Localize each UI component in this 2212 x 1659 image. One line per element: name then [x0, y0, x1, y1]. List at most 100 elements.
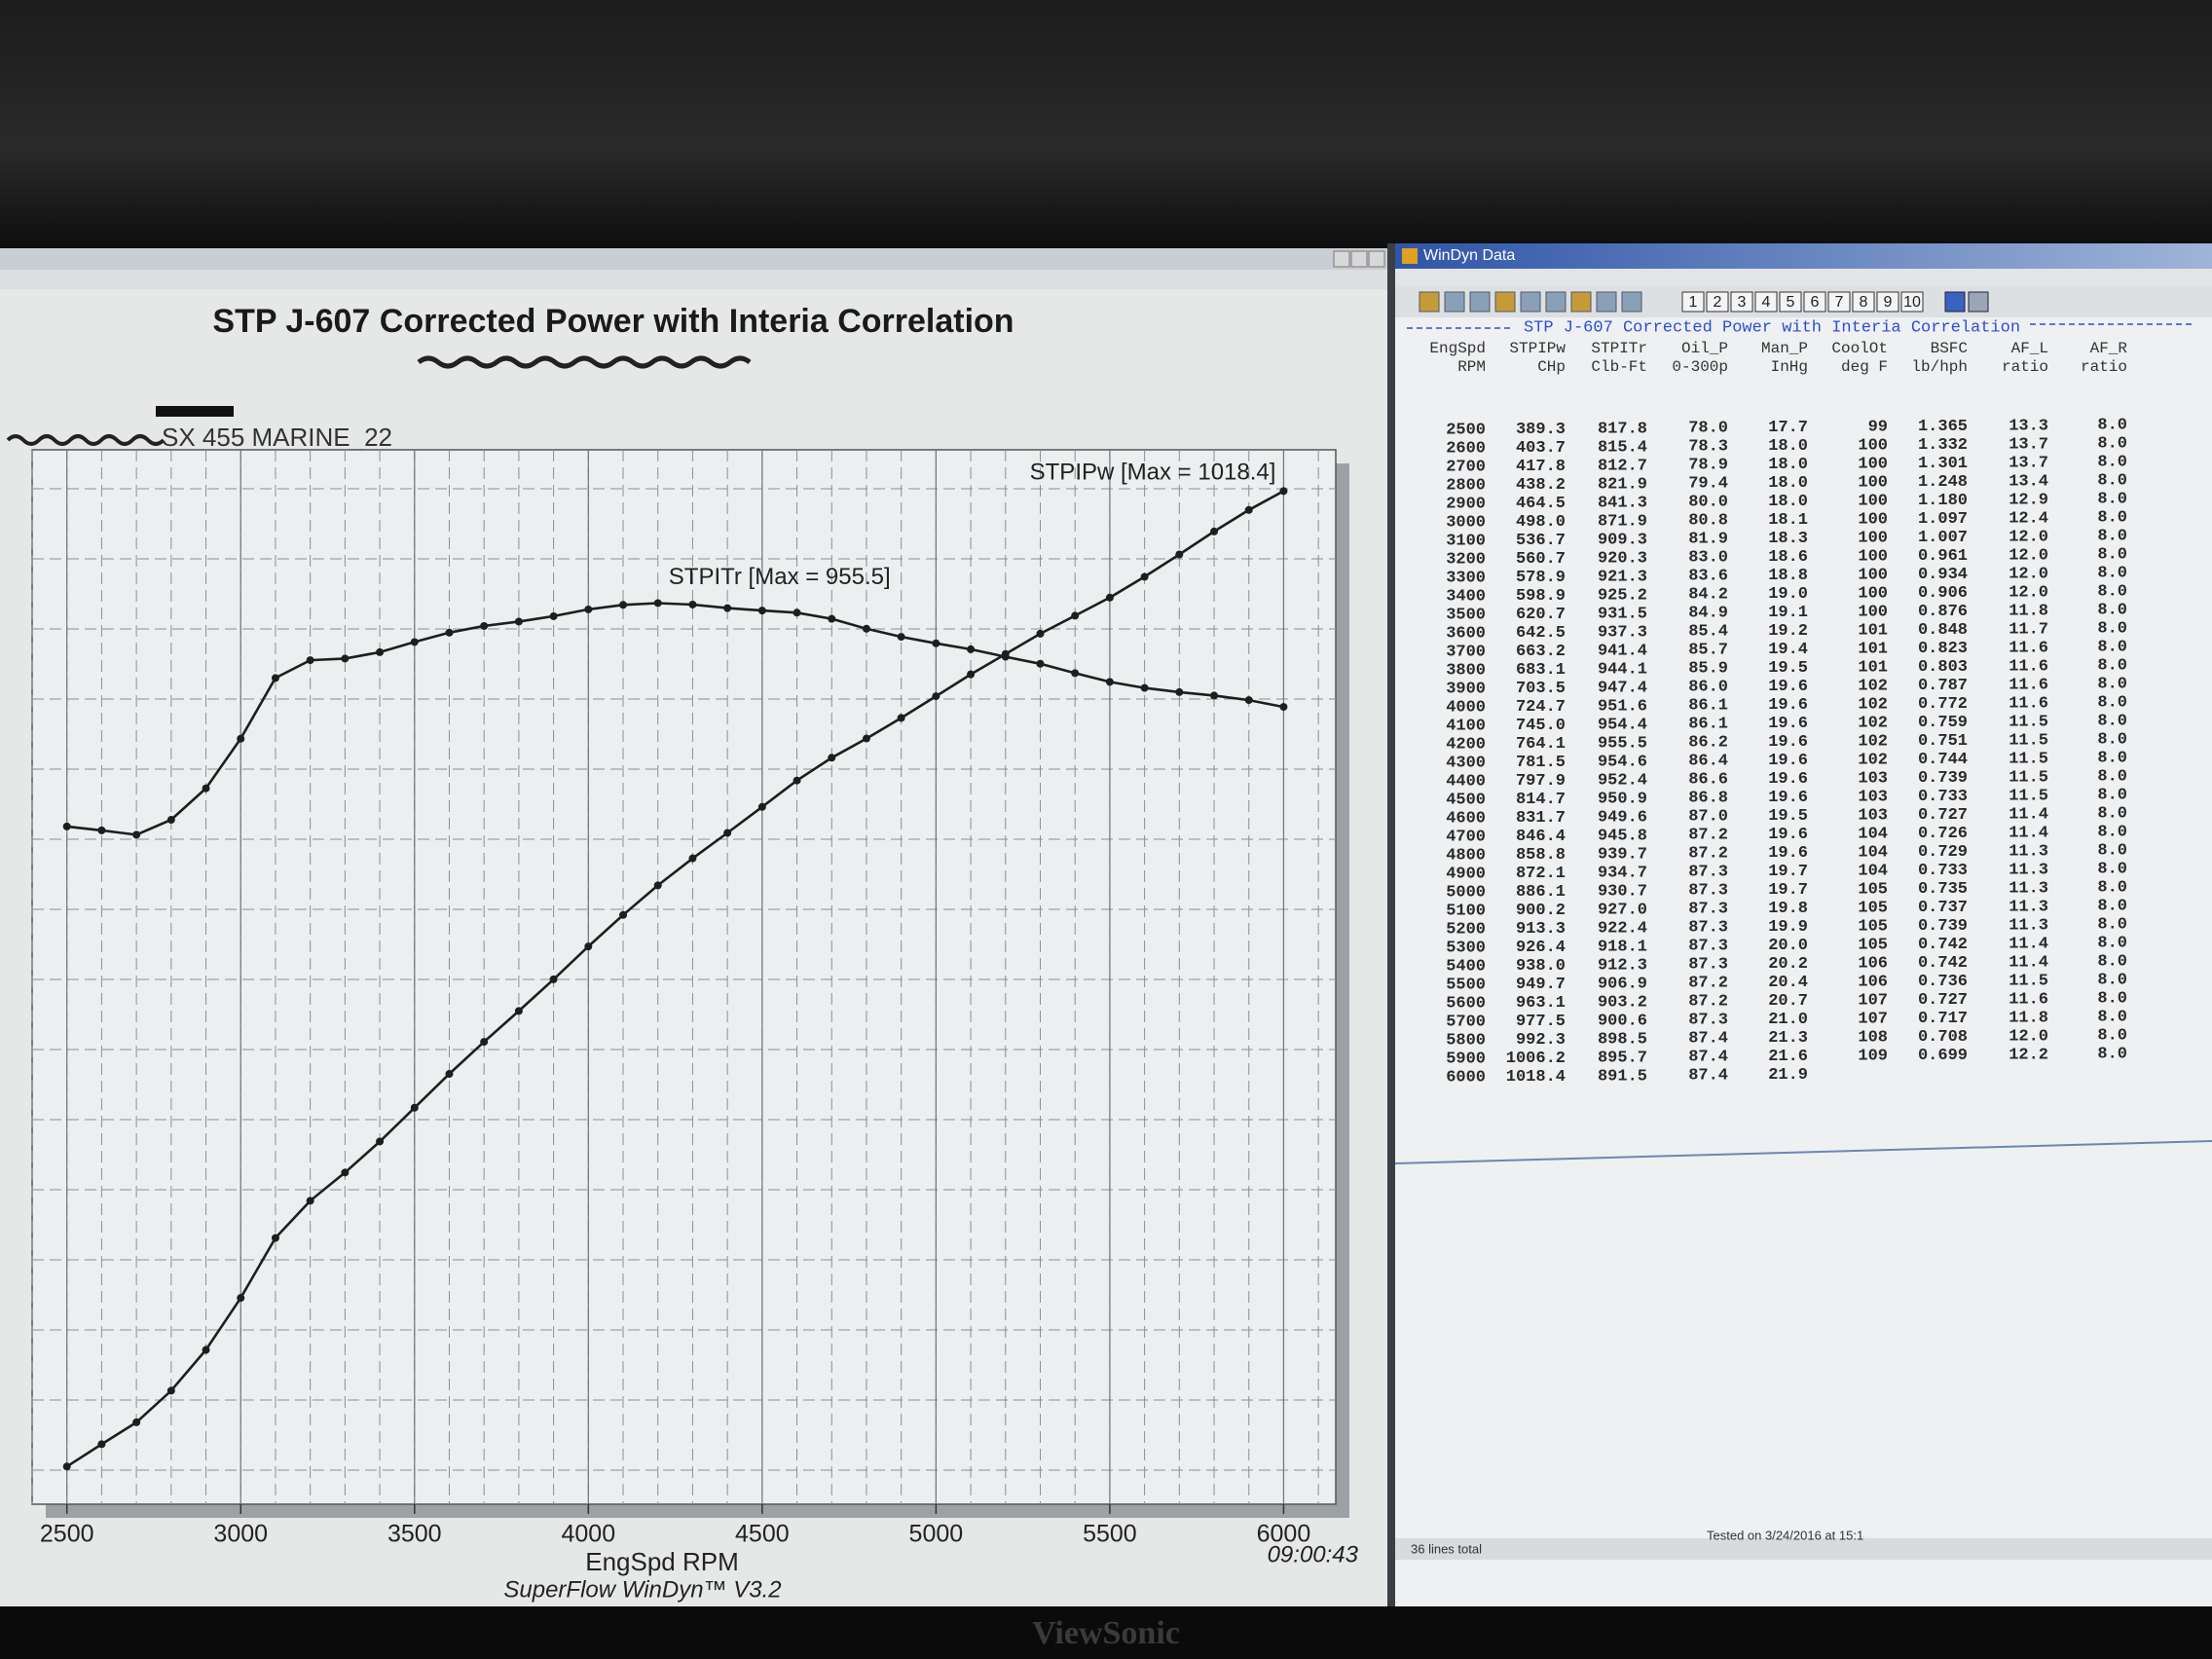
data-point [1244, 505, 1253, 514]
table-cell: 11.5 [2009, 713, 2048, 731]
toolbar-number-button[interactable] [1852, 291, 1875, 313]
data-menu-bar [1395, 269, 2212, 286]
table-cell: 906.9 [1598, 975, 1647, 993]
data-point [1140, 572, 1149, 581]
close-button[interactable] [1368, 250, 1385, 268]
table-cell: 107 [1858, 991, 1888, 1010]
toolbar-number-button[interactable] [1876, 291, 1899, 313]
plot-area [31, 449, 1337, 1505]
table-cell: 12.9 [2009, 491, 2048, 509]
minimize-button[interactable] [1333, 250, 1350, 268]
table-cell: 11.6 [2009, 676, 2048, 694]
toolbar-number-button[interactable] [1754, 291, 1778, 313]
table-cell: 18.0 [1768, 493, 1808, 511]
toolbar-number: 5 [1787, 294, 1795, 311]
table-cell: 100 [1858, 584, 1888, 603]
x-tick-label: 4000 [561, 1521, 615, 1548]
series-line [66, 602, 1284, 836]
toolbar-number-button[interactable] [1706, 291, 1729, 313]
toolbar-number-button[interactable] [1779, 291, 1802, 313]
data-point [757, 802, 766, 811]
data-point [237, 1294, 245, 1303]
table-cell: 105 [1858, 899, 1888, 917]
data-point [445, 628, 454, 637]
table-cell: 0.727 [1918, 991, 1968, 1010]
table-cell: 11.5 [2009, 972, 2048, 990]
table-cell: 13.4 [2009, 472, 2048, 491]
table-cell: 19.2 [1768, 622, 1808, 641]
toolbar-number-button[interactable] [1681, 291, 1705, 313]
table-cell: 86.6 [1688, 771, 1728, 790]
table-cell: 992.3 [1516, 1031, 1566, 1050]
table-cell: 0.961 [1918, 547, 1968, 566]
maximize-button[interactable] [1350, 250, 1368, 268]
table-cell: 620.7 [1516, 606, 1566, 624]
table-cell: 927.0 [1598, 901, 1647, 919]
column-unit: 0-300p [1672, 358, 1728, 376]
data-point [653, 881, 662, 890]
table-cell: 109 [1858, 1047, 1888, 1065]
table-cell: 103 [1858, 806, 1888, 825]
table-cell: 85.7 [1688, 642, 1728, 660]
table-cell: 464.5 [1516, 495, 1566, 513]
table-cell: 438.2 [1516, 476, 1566, 495]
toolbar-number-button[interactable] [1827, 291, 1851, 313]
x-tick-label: 3500 [387, 1521, 442, 1548]
table-cell: 83.0 [1688, 549, 1728, 568]
data-point [1244, 696, 1253, 705]
legend-swatch [156, 406, 234, 417]
table-cell: 764.1 [1516, 735, 1566, 754]
table-cell: 102 [1858, 677, 1888, 695]
tool-icon [1419, 291, 1440, 313]
table-cell: 8.0 [2097, 731, 2127, 750]
table-cell: 11.5 [2009, 750, 2048, 768]
data-point [828, 754, 836, 762]
table-cell: 1.248 [1918, 473, 1968, 492]
table-cell: 598.9 [1516, 587, 1566, 606]
run-label: SX 455 MARINE_22 [162, 423, 392, 452]
table-cell: 4600 [1446, 809, 1486, 828]
table-cell: 99 [1868, 418, 1888, 436]
table-cell: 11.3 [2009, 842, 2048, 861]
table-cell: 900.2 [1516, 902, 1566, 920]
table-cell: 0.708 [1918, 1028, 1968, 1047]
data-point [932, 692, 940, 701]
table-cell: 8.0 [2097, 565, 2127, 583]
table-cell: 947.4 [1598, 679, 1647, 697]
table-cell: 0.739 [1918, 769, 1968, 788]
table-cell: 5800 [1446, 1031, 1486, 1050]
x-tick-label: 4500 [735, 1521, 790, 1548]
column-unit: Clb-Ft [1591, 358, 1647, 376]
toolbar-number-button[interactable] [1730, 291, 1753, 313]
table-cell: 18.8 [1768, 567, 1808, 585]
table-cell: 938.0 [1516, 957, 1566, 976]
chart-title: STP J-607 Corrected Power with Interia C… [212, 303, 1014, 340]
table-cell: 18.0 [1768, 474, 1808, 493]
table-cell: 8.0 [2097, 861, 2127, 879]
table-cell: 85.4 [1688, 623, 1728, 642]
data-point [723, 604, 732, 612]
toolbar-number-button[interactable] [1900, 291, 1924, 313]
table-cell: 11.6 [2009, 657, 2048, 676]
data-point [619, 910, 628, 919]
data-point [1071, 611, 1080, 620]
table-cell: 925.2 [1598, 586, 1647, 605]
table-cell: 4500 [1446, 791, 1486, 809]
table-cell: 1.301 [1918, 455, 1968, 473]
table-cell: 87.3 [1688, 956, 1728, 975]
table-cell: 0.823 [1918, 640, 1968, 658]
data-point [1175, 687, 1184, 696]
table-cell: 0.727 [1918, 806, 1968, 825]
x-tick-label: 2500 [40, 1521, 94, 1548]
toolbar-number-button[interactable] [1803, 291, 1826, 313]
table-cell: 8.0 [2097, 528, 2127, 546]
table-cell: 922.4 [1598, 919, 1647, 938]
table-cell: 8.0 [2097, 602, 2127, 620]
table-cell: 5900 [1446, 1050, 1486, 1068]
table-cell: 8.0 [2097, 842, 2127, 861]
data-point [584, 605, 593, 613]
table-cell: 21.3 [1768, 1029, 1808, 1048]
table-cell: 80.0 [1688, 494, 1728, 512]
table-cell: 683.1 [1516, 661, 1566, 680]
